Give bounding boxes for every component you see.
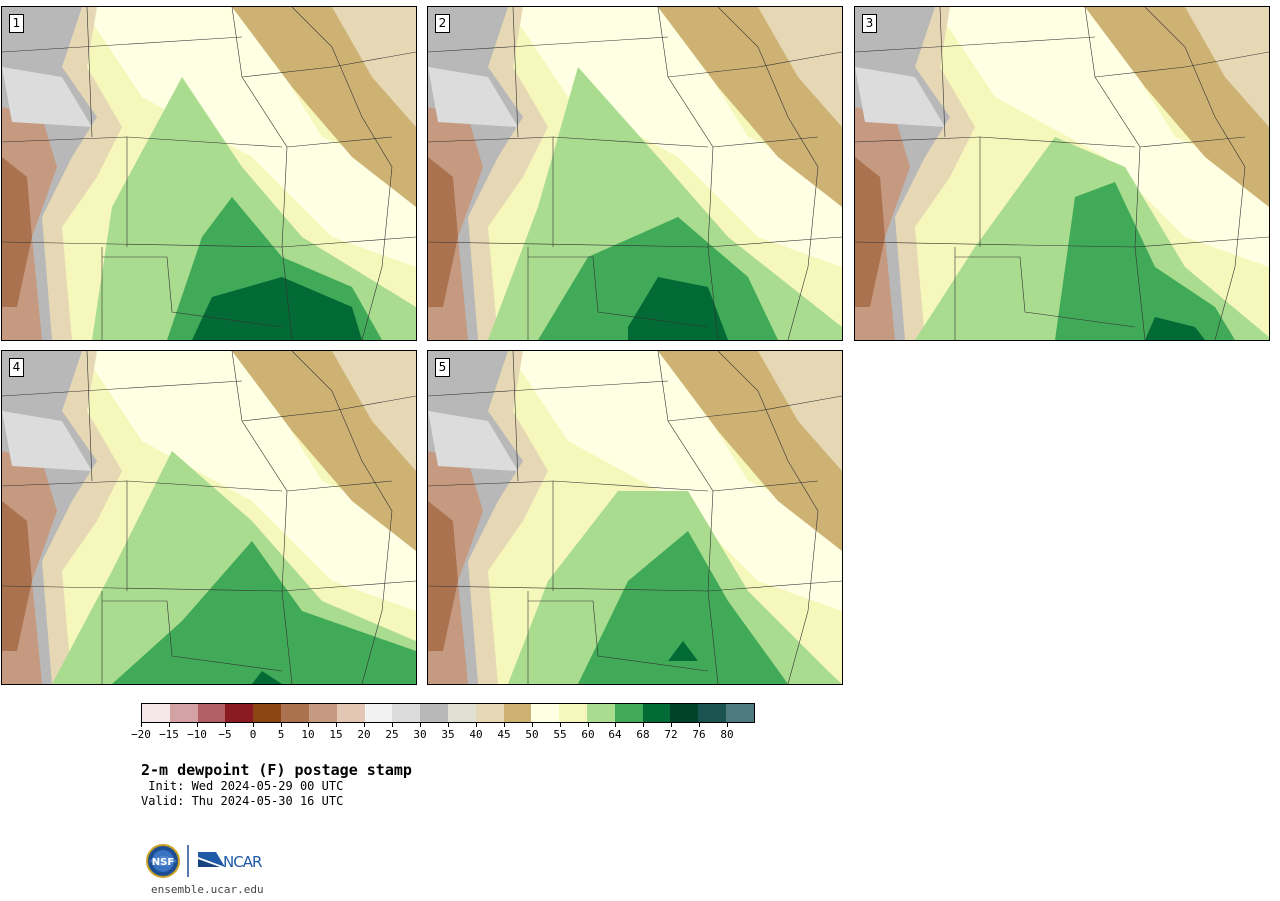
- dewpoint-map: [855, 7, 1269, 340]
- colorbar-tick: [308, 723, 309, 727]
- colorbar-tick-label: 68: [636, 728, 650, 741]
- colorbar-tick-label: 30: [413, 728, 427, 741]
- nsf-seal-icon: NSF: [146, 844, 180, 878]
- colorbar-tick-label: 50: [525, 728, 539, 741]
- colorbar-tick-label: 0: [249, 728, 257, 741]
- colorbar-swatch: [253, 704, 282, 722]
- colorbar-swatch: [197, 704, 226, 722]
- colorbar-ticks: −20 −15 −10 −5 0 5 10 15 20 25 30 35 40 45 50 55 60 64 68 7…: [131, 723, 755, 743]
- colorbar-tick-label: 72: [664, 728, 678, 741]
- colorbar-tick: [615, 723, 616, 727]
- dewpoint-map: [428, 351, 842, 684]
- colorbar-swatch: [503, 704, 532, 722]
- website-text: ensemble.ucar.edu: [151, 883, 264, 896]
- colorbar-swatch: [364, 704, 393, 722]
- colorbar-tick: [420, 723, 421, 727]
- colorbar-swatch: [531, 704, 560, 722]
- init-time: Init: Wed 2024-05-29 00 UTC: [141, 779, 344, 793]
- colorbar-tick: [448, 723, 449, 727]
- colorbar-tick-label: 10: [301, 728, 315, 741]
- colorbar-swatch: [726, 704, 754, 722]
- colorbar-tick: [364, 723, 365, 727]
- panel-2: 2: [427, 6, 843, 341]
- colorbar-tick: [504, 723, 505, 727]
- colorbar-tick-label: −10: [187, 728, 207, 741]
- colorbar-tick-label: 15: [329, 728, 343, 741]
- colorbar-swatch: [336, 704, 365, 722]
- colorbar-tick-label: 40: [469, 728, 483, 741]
- colorbar-swatch: [614, 704, 643, 722]
- figure-title: 2-m dewpoint (F) postage stamp: [141, 761, 412, 779]
- colorbar-tick-label: −5: [218, 728, 232, 741]
- colorbar-tick: [141, 723, 142, 727]
- panel-label: 2: [435, 14, 450, 33]
- colorbar: [141, 703, 755, 723]
- colorbar-swatch: [559, 704, 587, 722]
- colorbar-tick: [225, 723, 226, 727]
- colorbar-swatch: [225, 704, 254, 722]
- colorbar-tick: [336, 723, 337, 727]
- panel-4: 4: [1, 350, 417, 685]
- colorbar-tick: [392, 723, 393, 727]
- colorbar-tick: [476, 723, 477, 727]
- colorbar-tick: [281, 723, 282, 727]
- colorbar-tick-label: 76: [692, 728, 706, 741]
- colorbar-swatch: [169, 704, 198, 722]
- panel-label: 4: [9, 358, 24, 377]
- colorbar-tick: [643, 723, 644, 727]
- panel-label: 5: [435, 358, 450, 377]
- colorbar-swatch: [308, 704, 337, 722]
- colorbar-swatch: [670, 704, 699, 722]
- colorbar-tick-label: 35: [441, 728, 455, 741]
- dewpoint-map: [428, 7, 842, 340]
- colorbar-swatch: [587, 704, 615, 722]
- valid-time: Valid: Thu 2024-05-30 16 UTC: [141, 794, 344, 808]
- panel-5: 5: [427, 350, 843, 685]
- colorbar-swatch: [420, 704, 448, 722]
- ncar-icon: NCAR: [198, 852, 263, 871]
- colorbar-tick: [671, 723, 672, 727]
- colorbar-tick: [197, 723, 198, 727]
- colorbar-tick-label: 5: [277, 728, 285, 741]
- colorbar-tick-label: 60: [581, 728, 595, 741]
- dewpoint-map: [2, 7, 416, 340]
- colorbar-tick: [253, 723, 254, 727]
- panel-1: 1: [1, 6, 417, 341]
- colorbar-swatch: [475, 704, 504, 722]
- colorbar-swatch: [698, 704, 727, 722]
- svg-text:NCAR: NCAR: [223, 853, 262, 871]
- colorbar-swatch: [642, 704, 671, 722]
- colorbar-tick-label: −15: [159, 728, 179, 741]
- colorbar-swatch: [281, 704, 309, 722]
- colorbar-tick-label: 55: [553, 728, 567, 741]
- colorbar-tick-label: 80: [720, 728, 734, 741]
- colorbar-tick-label: −20: [131, 728, 151, 741]
- colorbar-tick: [727, 723, 728, 727]
- svg-text:NSF: NSF: [152, 857, 174, 868]
- dewpoint-map: [2, 351, 416, 684]
- colorbar-swatch: [392, 704, 421, 722]
- colorbar-tick-label: 64: [608, 728, 622, 741]
- panel-label: 1: [9, 14, 24, 33]
- colorbar-tick: [560, 723, 561, 727]
- logo-area: NSF NCAR: [145, 843, 275, 879]
- colorbar-tick-label: 45: [497, 728, 511, 741]
- colorbar-tick: [169, 723, 170, 727]
- colorbar-tick: [588, 723, 589, 727]
- panel-3: 3: [854, 6, 1270, 341]
- panel-label: 3: [862, 14, 877, 33]
- colorbar-tick-label: 25: [385, 728, 399, 741]
- colorbar-tick: [532, 723, 533, 727]
- colorbar-swatch: [447, 704, 476, 722]
- nsf-ncar-logo: NSF NCAR: [146, 844, 263, 878]
- colorbar-tick: [699, 723, 700, 727]
- colorbar-tick-label: 20: [357, 728, 371, 741]
- colorbar-swatch: [142, 704, 170, 722]
